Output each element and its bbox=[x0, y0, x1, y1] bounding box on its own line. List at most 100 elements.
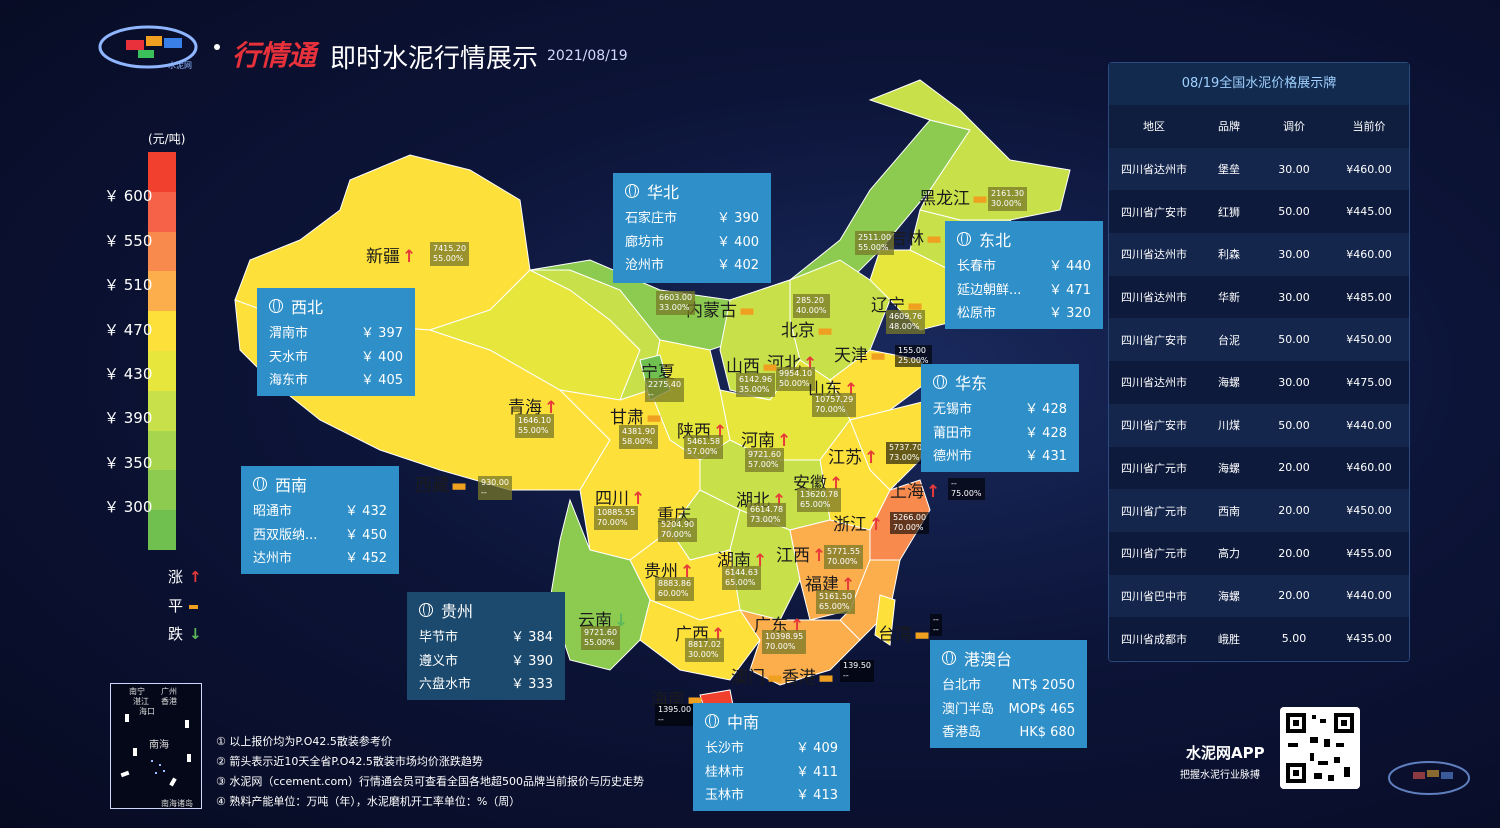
region-row: 毕节市 ￥ 384 bbox=[419, 630, 553, 645]
scale-swatch bbox=[148, 390, 176, 431]
board-row[interactable]: 四川省广元市 高力 20.00 ¥455.00 bbox=[1109, 531, 1409, 575]
board-cell: 四川省广安市 bbox=[1121, 419, 1187, 433]
province-stat: 13620.78 65.00% bbox=[797, 488, 842, 512]
region-name: 港澳台 bbox=[964, 650, 1013, 669]
region-card-huadong[interactable]: 华东 无锡市 ￥ 428 莆田市 ￥ 428 德州市 ￥ 431 bbox=[921, 364, 1079, 472]
province-stat: 155.00 25.00% bbox=[895, 345, 932, 367]
region-card-zhongnan[interactable]: 中南 长沙市 ￥ 409 桂林市 ￥ 411 玉林市 ￥ 413 bbox=[693, 703, 850, 811]
province-stat: 10757.29 70.00% bbox=[812, 393, 857, 417]
island-dot bbox=[151, 760, 153, 762]
province-label[interactable]: 四川 ↑ bbox=[595, 489, 646, 509]
province-label[interactable]: 江西 ↑ bbox=[776, 546, 827, 566]
province-label[interactable]: 台湾 ▬ bbox=[878, 625, 931, 645]
region-row: 玉林市 ￥ 413 bbox=[705, 788, 838, 803]
province-label[interactable]: 江苏 ↑ bbox=[828, 448, 879, 468]
province-label[interactable]: 山西 ▬ bbox=[726, 357, 779, 377]
globe-icon bbox=[933, 375, 947, 389]
board-row[interactable]: 四川省广安市 台泥 50.00 ¥450.00 bbox=[1109, 318, 1409, 362]
province-label[interactable]: 澳门 ▬ bbox=[731, 668, 784, 688]
region-row: 达州市 ￥ 452 bbox=[253, 551, 387, 566]
board-cell: 5.00 bbox=[1281, 632, 1307, 646]
region-row: 莆田市 ￥ 428 bbox=[933, 425, 1067, 441]
qr-code-icon[interactable] bbox=[1280, 707, 1360, 789]
board-row[interactable]: 四川省达州市 海螺 30.00 ¥475.00 bbox=[1109, 361, 1409, 404]
scale-swatch bbox=[148, 191, 176, 232]
region-row: 长沙市 ￥ 409 bbox=[705, 741, 838, 756]
province-stat: 5266.00 70.00% bbox=[890, 512, 930, 534]
province-stat: 1395.00 -- bbox=[655, 704, 695, 726]
app-name[interactable]: 水泥网APP bbox=[1186, 744, 1265, 762]
province-label[interactable]: 黑龙江 ▬ bbox=[919, 189, 989, 209]
scale-swatch bbox=[148, 470, 176, 511]
board-row[interactable]: 四川省巴中市 海螺 20.00 ¥440.00 bbox=[1109, 574, 1409, 618]
region-card-xinan[interactable]: 西南 昭通市 ￥ 432 西双版纳... ￥ 450 达州市 ￥ 452 bbox=[241, 466, 399, 574]
board-cell: 红狮 bbox=[1218, 205, 1240, 219]
app-slogan: 把握水泥行业脉搏 bbox=[1180, 770, 1260, 781]
region-name: 贵州 bbox=[441, 602, 474, 621]
board-header: 地区 品牌 调价 当前价 bbox=[1109, 105, 1409, 148]
province-label[interactable]: 新疆 ↑ bbox=[366, 247, 417, 267]
board-cell: 四川省广元市 bbox=[1121, 504, 1187, 518]
board-cell: ¥475.00 bbox=[1346, 375, 1392, 389]
globe-icon bbox=[957, 232, 971, 246]
province-label[interactable]: 上海 ↑ bbox=[890, 482, 941, 502]
province-stat: -- 75.00% bbox=[948, 478, 985, 500]
board-cell: 海螺 bbox=[1218, 589, 1240, 603]
province-label[interactable]: 河南 ↑ bbox=[741, 431, 792, 451]
board-cell: 四川省广元市 bbox=[1121, 547, 1187, 561]
board-cell: 20.00 bbox=[1278, 461, 1310, 475]
board-row[interactable]: 四川省成都市 峨胜 5.00 ¥435.00 bbox=[1109, 617, 1409, 660]
board-cell: ¥450.00 bbox=[1346, 333, 1392, 347]
board-row[interactable]: 四川省广元市 海螺 20.00 ¥460.00 bbox=[1109, 446, 1409, 490]
region-row: 香港岛 HK$ 680 bbox=[942, 725, 1075, 740]
region-card-huabei[interactable]: 华北 石家庄市 ￥ 390 廊坊市 ￥ 400 沧州市 ￥ 402 bbox=[613, 173, 771, 283]
cement-logo-small bbox=[1388, 761, 1470, 795]
board-cell: 高力 bbox=[1218, 547, 1240, 561]
board-cell: 四川省达州市 bbox=[1121, 248, 1187, 262]
province-label[interactable]: 北京 ▬ bbox=[781, 321, 834, 341]
globe-icon bbox=[705, 714, 719, 728]
scale-swatch bbox=[148, 311, 176, 351]
province-label[interactable]: 香港 ▬ bbox=[782, 668, 835, 688]
header-dot bbox=[214, 44, 220, 50]
footnotes: ① 以上报价均为P.O42.5散装参考价 ② 箭头表示近10天全省P.O42.5… bbox=[216, 732, 644, 812]
province-label[interactable]: 甘肃 ▬ bbox=[610, 408, 663, 428]
province-label[interactable]: 天津 ▬ bbox=[834, 346, 887, 366]
province-stat: 4609.76 48.00% bbox=[886, 310, 926, 334]
legend-tick: ￥ 350 bbox=[104, 454, 153, 472]
price-board: 08/19全国水泥价格展示牌 地区 品牌 调价 当前价 四川省达州市 堡垒 30.00 ¥4… bbox=[1108, 62, 1410, 662]
region-row: 西双版纳... ￥ 450 bbox=[253, 527, 387, 543]
south-china-sea-inset: 南宁 广州 湛江 香港 海口 南海 南海诸岛 bbox=[110, 683, 202, 809]
province-stat: 2275.40 -- bbox=[645, 378, 685, 402]
province-stat: 7415.20 55.00% bbox=[430, 242, 470, 266]
province-label[interactable]: 内蒙古 ▬ bbox=[686, 301, 756, 321]
region-row: 遵义市 ￥ 390 bbox=[419, 653, 553, 669]
region-card-guizhou[interactable]: 贵州 毕节市 ￥ 384 遵义市 ￥ 390 六盘水市 ￥ 333 bbox=[407, 592, 565, 700]
province-stat: 8883.86 60.00% bbox=[655, 577, 695, 601]
region-card-xibei[interactable]: 西北 渭南市 ￥ 397 天水市 ￥ 400 海东市 ￥ 405 bbox=[257, 288, 415, 396]
color-scale bbox=[148, 152, 176, 550]
region-card-dongbei[interactable]: 东北 长春市 ￥ 440 延边朝鲜... ￥ 471 松原市 ￥ 320 bbox=[945, 221, 1103, 329]
board-cell: ¥455.00 bbox=[1346, 546, 1392, 560]
boundary-dash bbox=[185, 720, 189, 728]
province-label[interactable]: 吉林 ▬ bbox=[890, 229, 943, 249]
board-row[interactable]: 四川省达州市 堡垒 30.00 ¥460.00 bbox=[1109, 147, 1409, 191]
region-row: 台北市 NT$ 2050 bbox=[942, 678, 1075, 693]
svg-text:水泥网: 水泥网 bbox=[168, 60, 192, 70]
brand-name: 行情通 bbox=[232, 39, 317, 72]
board-row[interactable]: 四川省广安市 川煤 50.00 ¥440.00 bbox=[1109, 403, 1409, 447]
province-label[interactable]: 西藏 ▬ bbox=[415, 476, 468, 496]
board-row[interactable]: 四川省广元市 西南 20.00 ¥450.00 bbox=[1109, 489, 1409, 532]
province-label[interactable]: 青海 ↑ bbox=[508, 398, 559, 418]
board-row[interactable]: 四川省达州市 利森 30.00 ¥460.00 bbox=[1109, 233, 1409, 276]
board-row[interactable]: 四川省达州市 华新 30.00 ¥485.00 bbox=[1109, 275, 1409, 319]
page-date: 2021/08/19 bbox=[547, 48, 628, 64]
province-stat: 10885.55 70.00% bbox=[594, 506, 639, 530]
flat-icon bbox=[189, 604, 199, 609]
region-name: 华北 bbox=[647, 183, 680, 202]
legend-down: 跌 ↓ bbox=[168, 625, 202, 643]
region-card-gangaotai[interactable]: 港澳台 台北市 NT$ 2050 澳门半岛 MOP$ 465 香港岛 HK$ 680 bbox=[930, 640, 1087, 748]
inset-city: 海口 bbox=[139, 707, 155, 716]
province-label[interactable]: 浙江 ↑ bbox=[833, 515, 884, 535]
board-row[interactable]: 四川省广安市 红狮 50.00 ¥445.00 bbox=[1109, 190, 1409, 234]
